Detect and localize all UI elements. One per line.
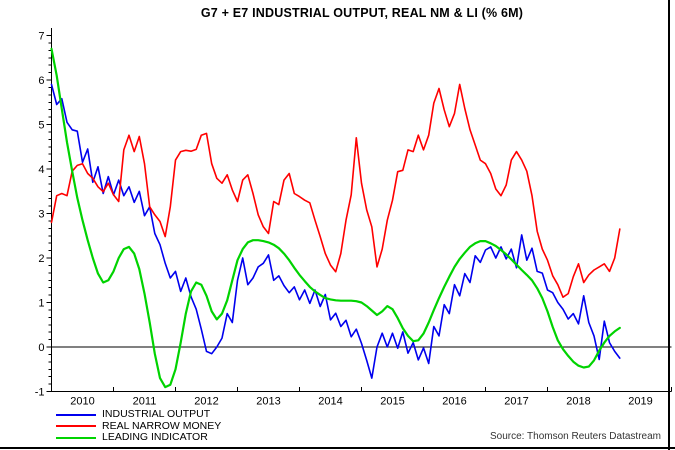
x-axis-label: 2018 — [566, 396, 590, 408]
legend-item: REAL NARROW MONEY — [56, 419, 222, 432]
y-axis-label: 0 — [38, 342, 44, 354]
series-real-narrow-money — [50, 83, 621, 299]
legend-line-leading-indicator — [56, 436, 96, 439]
x-axis-label: 2017 — [504, 396, 528, 408]
legend-line-real-narrow-money — [56, 425, 96, 427]
series-industrial-output — [50, 83, 621, 379]
y-axis-label: 5 — [38, 120, 44, 132]
x-axis-label: 2011 — [133, 396, 157, 408]
y-axis-label: 4 — [38, 164, 44, 176]
series-leading-indicator — [50, 47, 621, 389]
x-axis-label: 2010 — [70, 396, 94, 408]
y-axis-label: -1 — [35, 387, 45, 399]
x-axis-label: 2019 — [628, 396, 652, 408]
x-axis-label: 2012 — [194, 396, 218, 408]
y-axis-label: 3 — [38, 209, 44, 221]
window-border-bottom — [0, 447, 675, 449]
legend-label: LEADING INDICATOR — [102, 431, 208, 443]
x-axis-label: 2015 — [380, 396, 404, 408]
legend-line-industrial-output — [56, 413, 96, 416]
y-axis-label: 7 — [38, 31, 44, 43]
source-credit: Source: Thomson Reuters Datastream — [489, 431, 661, 442]
chart-title: G7 + E7 INDUSTRIAL OUTPUT, REAL NM & LI … — [200, 6, 524, 20]
legend-item: LEADING INDICATOR — [56, 432, 221, 443]
y-axis-label: 6 — [38, 75, 44, 87]
y-axis-label: 2 — [38, 253, 44, 265]
legend-item: INDUSTRIAL OUTPUT — [56, 409, 221, 420]
legend-label: REAL NARROW MONEY — [102, 419, 222, 432]
legend-label: INDUSTRIAL OUTPUT — [102, 408, 211, 420]
y-axis-label: 1 — [38, 298, 44, 310]
legend: INDUSTRIAL OUTPUT REAL NARROW MONEY LEAD… — [56, 409, 221, 444]
x-axis-label: 2014 — [318, 396, 342, 408]
x-axis-label: 2016 — [442, 396, 466, 408]
x-axis-label: 2013 — [256, 396, 280, 408]
window-border-right — [668, 0, 670, 450]
